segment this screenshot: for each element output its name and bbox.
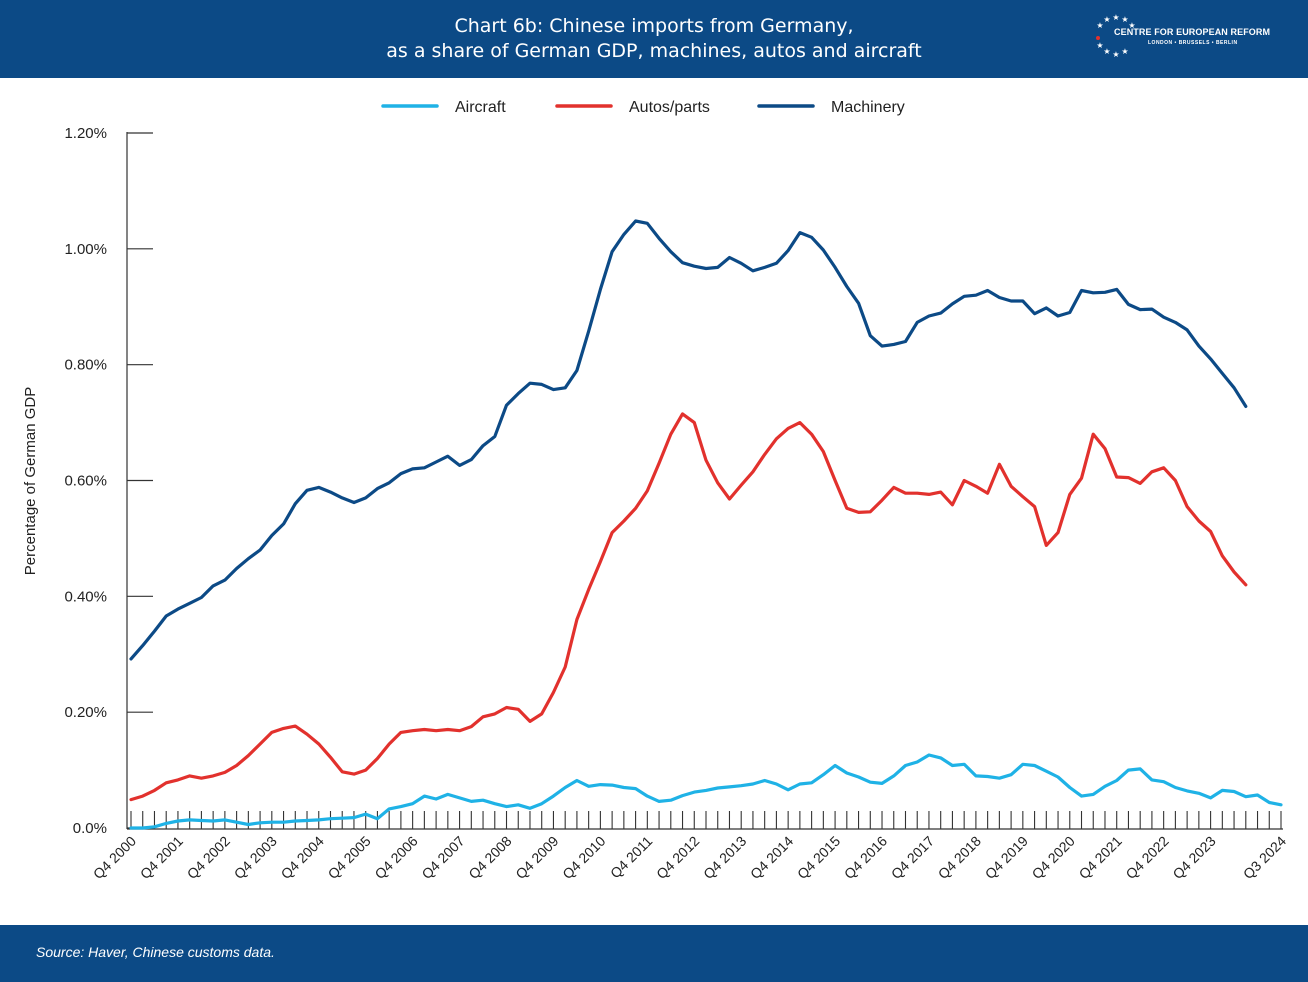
y-tick-label: 1.20% [64,125,107,142]
x-tick-label: Q4 2019 [982,833,1031,882]
x-tick-label: Q4 2005 [325,833,374,882]
y-axis: 0.0% 0.20% 0.40% 0.60% 0.80% 1.00% 1.20% [64,125,153,837]
x-tick-label: Q4 2002 [184,833,233,882]
y-tick-label: 0.60% [64,473,107,490]
x-tick-label: Q4 2014 [747,833,796,882]
x-tick-label: Q4 2022 [1122,833,1171,882]
y-tick-label: 0.20% [64,704,107,721]
x-tick-label: Q4 2021 [1076,833,1125,882]
x-tick-label: Q4 2017 [888,833,937,882]
series-line-autos-parts [129,412,1248,802]
svg-text:★: ★ [1121,47,1128,56]
svg-text:★: ★ [1112,13,1119,22]
x-tick-label: Q4 2006 [371,833,420,882]
x-tick-label: Q4 2016 [841,833,890,882]
chart-title-line-2: as a share of German GDP, machines, auto… [386,40,922,62]
x-tick-label: Q4 2011 [607,833,656,882]
chart-header: Chart 6b: Chinese imports from Germany, … [0,0,1308,78]
x-tick-label: Q4 2004 [278,833,327,882]
legend-label: Aircraft [455,99,506,116]
svg-text:★: ★ [1096,21,1103,30]
chart-title-line-1: Chart 6b: Chinese imports from Germany, [454,15,854,37]
x-tick-label: Q4 2013 [700,833,749,882]
x-tick-label: Q3 2024 [1240,833,1289,882]
cer-logo: ★ ★ ★ ★ ★ ★ ★ ★ ★ CENTRE FOR EUROPEAN REFORM L… [1092,12,1270,62]
x-tick-label: Q4 2007 [418,833,467,882]
y-tick-label: 0.0% [73,820,107,837]
x-tick-label: Q4 2018 [935,833,984,882]
line-chart: Aircraft Autos/parts Machinery 0.0%0.20%0.… [22,99,1289,882]
series-layer [129,219,1283,830]
legend-label: Machinery [831,99,905,116]
chart-title: Chart 6b: Chinese imports from Germany, … [0,14,1308,64]
x-tick-label: Q4 2020 [1029,833,1078,882]
legend-label: Autos/parts [629,99,710,116]
x-tick-label: Q4 2003 [231,833,280,882]
x-tick-label: Q4 2009 [512,833,561,882]
source-note: Source: Haver, Chinese customs data. [36,944,275,960]
y-tick-label: 0.40% [64,588,107,605]
x-tick-label: Q4 2000 [90,833,139,882]
x-tick-label: Q4 2001 [137,833,186,882]
y-axis-label: Percentage of German GDP [22,387,39,575]
series-line-aircraft [129,753,1283,830]
chart-footer: Source: Haver, Chinese customs data. [0,925,1308,982]
svg-text:★: ★ [1112,50,1119,59]
svg-text:★: ★ [1103,47,1110,56]
x-tick-label: Q4 2012 [653,833,702,882]
x-tick-label: Q4 2010 [559,833,608,882]
x-tick-label: Q4 2008 [465,833,514,882]
logo-name: CENTRE FOR EUROPEAN REFORM [1114,27,1271,37]
svg-text:★: ★ [1103,15,1110,24]
svg-text:★: ★ [1128,21,1135,30]
logo-cities: LONDON • BRUSSELS • BERLIN [1148,40,1238,46]
y-tick-label: 1.00% [64,241,107,258]
legend: Aircraft Autos/parts Machinery [381,99,905,116]
x-tick-label: Q4 2015 [794,833,843,882]
x-tick-label: Q4 2023 [1169,833,1218,882]
svg-text:★: ★ [1096,41,1103,50]
stars-circle-icon: ★ ★★ ★★ ★★ ★ ★ [1096,13,1136,59]
y-tick-label: 0.80% [64,357,107,374]
series-line-machinery [129,219,1248,661]
svg-text:★: ★ [1121,15,1128,24]
